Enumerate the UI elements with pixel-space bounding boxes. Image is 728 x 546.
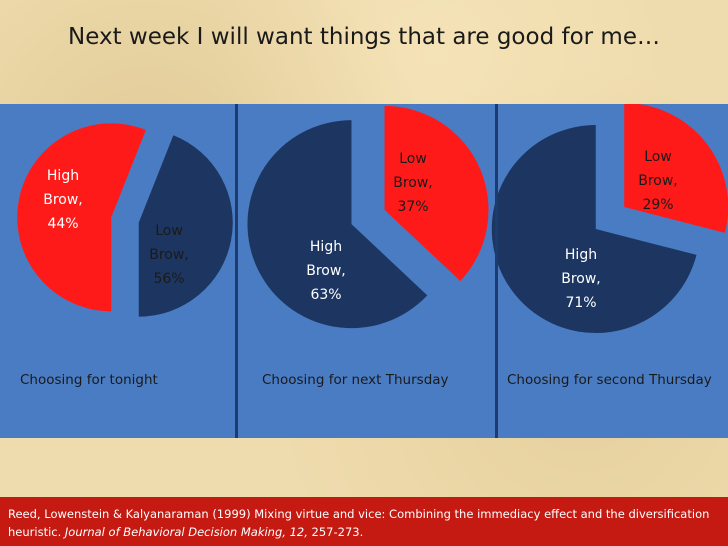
high-brow-slice xyxy=(138,135,233,317)
category-label: Choosing for second Thursday xyxy=(507,372,712,388)
low-brow-slice xyxy=(17,123,146,312)
citation: Reed, Lowenstein & Kalyanaraman (1999) M… xyxy=(0,497,728,546)
pie-label: Low Brow, 29% xyxy=(638,149,678,213)
low-brow-slice xyxy=(624,104,728,233)
citation-pages: 257-273. xyxy=(311,525,364,539)
citation-journal: Journal of Behavioral Decision Making, 1… xyxy=(64,525,308,539)
pie-label: High Brow, 44% xyxy=(43,168,83,232)
category-label: Choosing for next Thursday xyxy=(262,372,449,388)
pie-label: High Brow, 63% xyxy=(306,239,346,303)
pie-label: Low Brow, 56% xyxy=(149,223,189,287)
high-brow-slice xyxy=(491,125,697,334)
citation-authors: Reed, Lowenstein & Kalyanaraman (1999) M… xyxy=(8,507,710,539)
high-brow-slice xyxy=(247,120,428,329)
pie-label: Low Brow, 37% xyxy=(393,151,433,215)
pie-label: High Brow, 71% xyxy=(561,247,601,311)
chart-panel: High Brow, 44% Low Brow, 56% High Brow, 63%… xyxy=(0,104,728,438)
chart-divider xyxy=(495,104,498,438)
slide-title: Next week I will want things that are go… xyxy=(68,24,660,50)
category-label: Choosing for tonight xyxy=(20,372,158,388)
chart-divider xyxy=(235,104,238,438)
low-brow-slice xyxy=(384,105,489,282)
pie-charts xyxy=(17,104,728,334)
